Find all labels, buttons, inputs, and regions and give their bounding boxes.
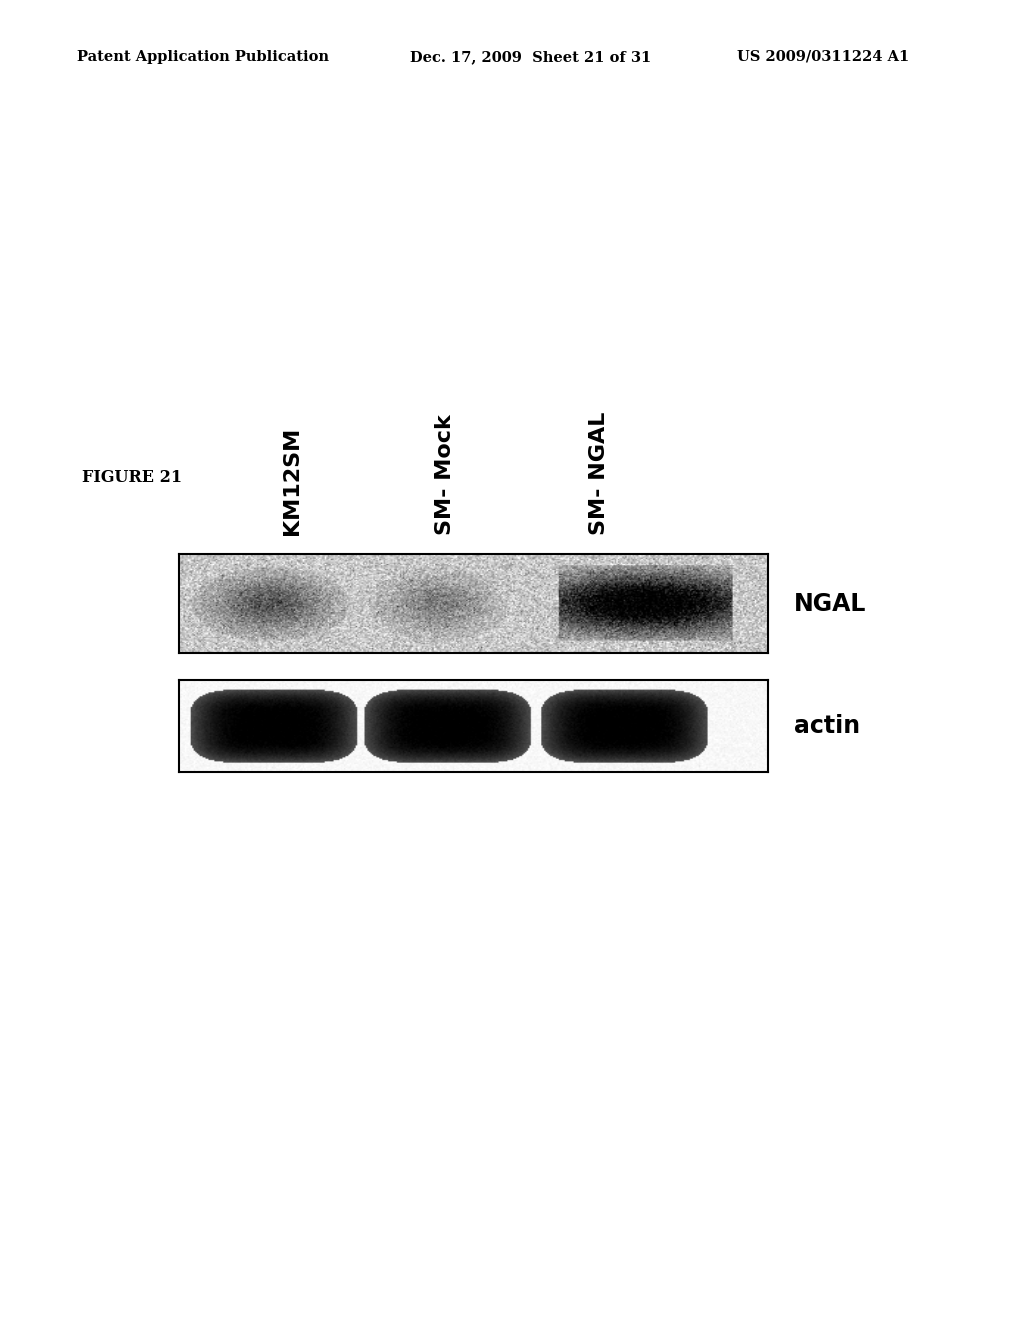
Text: NGAL: NGAL <box>794 591 866 616</box>
Text: Dec. 17, 2009  Sheet 21 of 31: Dec. 17, 2009 Sheet 21 of 31 <box>410 50 651 63</box>
Text: KM12SM: KM12SM <box>282 426 302 535</box>
Text: Patent Application Publication: Patent Application Publication <box>77 50 329 63</box>
Text: SM- NGAL: SM- NGAL <box>589 412 609 535</box>
Text: SM- Mock: SM- Mock <box>435 414 456 535</box>
Text: FIGURE 21: FIGURE 21 <box>82 469 182 486</box>
Text: actin: actin <box>794 714 860 738</box>
Text: US 2009/0311224 A1: US 2009/0311224 A1 <box>737 50 909 63</box>
